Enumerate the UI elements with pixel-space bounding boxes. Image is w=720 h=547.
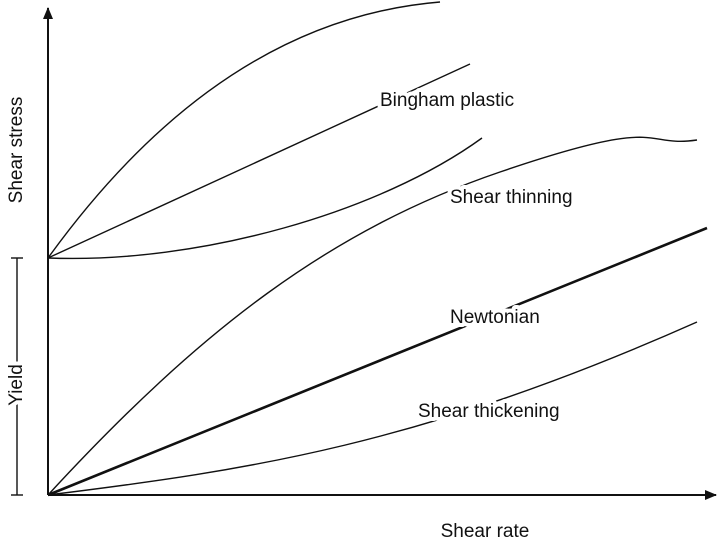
curve-thickening (47, 321, 698, 496)
y-axis-label: Shear stress (6, 97, 27, 204)
curve-yield-thickening (47, 137, 483, 260)
label-thickening: Shear thickening (418, 401, 560, 422)
label-bingham: Bingham plastic (380, 90, 514, 111)
label-thinning: Shear thinning (450, 187, 573, 208)
curve-newtonian (47, 226, 708, 497)
x-axis-label: Shear rate (441, 521, 530, 542)
curve-bingham (47, 63, 471, 259)
yield-label: Yield (6, 364, 27, 406)
label-newtonian: Newtonian (450, 307, 540, 328)
curve-thinning (47, 136, 698, 496)
curve-yield-thinning (47, 1, 441, 259)
